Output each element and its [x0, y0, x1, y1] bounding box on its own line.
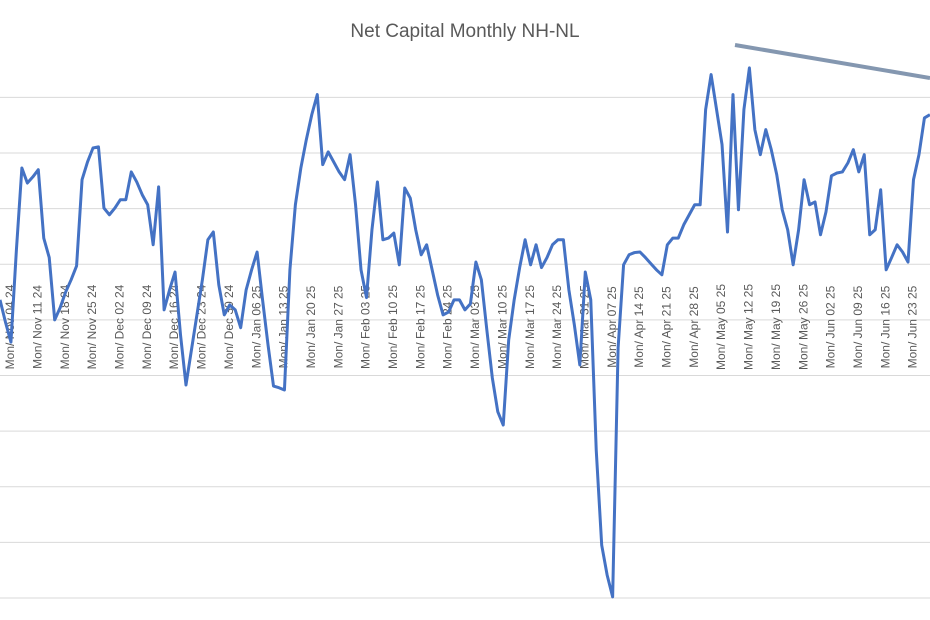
- x-tick-label: Mon/ Feb 17 25: [413, 285, 427, 369]
- x-tick-label: Mon/ Dec 23 24: [195, 284, 209, 369]
- x-tick-label: Mon/ Dec 09 24: [140, 284, 154, 369]
- x-tick-label: Mon/ Apr 14 25: [632, 286, 646, 368]
- x-tick-label: Mon/ Nov 25 24: [85, 284, 99, 369]
- x-tick-label: Mon/ Apr 28 25: [687, 286, 701, 368]
- x-tick-label: Mon/ Jan 20 25: [304, 285, 318, 368]
- x-tick-label: Mon/ Mar 24 25: [550, 285, 564, 369]
- x-tick-label: Mon/ Jan 06 25: [249, 285, 263, 368]
- x-tick-label: Mon/ Jun 09 25: [851, 285, 865, 368]
- x-tick-label: Mon/ Apr 07 25: [605, 286, 619, 368]
- x-tick-label: Mon/ Feb 03 25: [359, 285, 373, 369]
- x-tick-label: Mon/ Feb 10 25: [386, 285, 400, 369]
- x-tick-label: Mon/ May 05 25: [714, 284, 728, 370]
- x-tick-label: Mon/ Dec 30 24: [222, 284, 236, 369]
- x-tick-label: Mon/ Mar 10 25: [495, 285, 509, 369]
- data-line: [0, 66, 930, 599]
- x-tick-label: Mon/ May 12 25: [742, 284, 756, 370]
- x-tick-label: Mon/ Nov 11 24: [30, 285, 44, 369]
- trend-line: [734, 43, 930, 80]
- x-tick-label: Mon/ Jun 02 25: [824, 285, 838, 368]
- chart-title: Net Capital Monthly NH-NL: [350, 21, 579, 42]
- x-tick-label: Mon/ Mar 17 25: [523, 285, 537, 369]
- x-tick-label: Mon/ Jun 16 25: [878, 285, 892, 368]
- x-tick-label: Mon/ May 26 25: [796, 284, 810, 370]
- x-tick-label: Mon/ Feb 24 25: [441, 285, 455, 369]
- x-tick-label: Mon/ Jun 23 25: [906, 285, 920, 368]
- x-tick-label: Mon/ May 19 25: [769, 284, 783, 370]
- x-tick-label: Mon/ Dec 02 24: [113, 284, 127, 369]
- x-tick-label: Mon/ Apr 21 25: [660, 286, 674, 368]
- x-tick-label: Mon/ Mar 03 25: [468, 285, 482, 369]
- x-tick-label: Mon/ Jan 27 25: [331, 285, 345, 368]
